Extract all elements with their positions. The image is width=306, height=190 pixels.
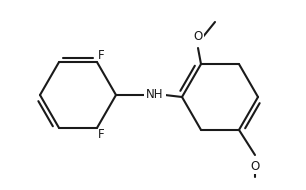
Text: O: O: [193, 30, 203, 43]
Text: O: O: [250, 160, 259, 173]
Text: F: F: [98, 49, 104, 62]
Text: NH: NH: [146, 89, 164, 101]
Text: F: F: [98, 128, 104, 141]
